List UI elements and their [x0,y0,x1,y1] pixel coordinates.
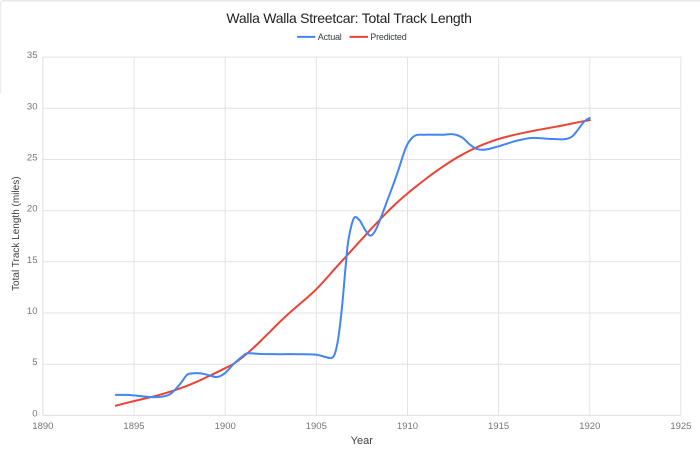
svg-text:35: 35 [27,50,38,61]
svg-text:Predicted: Predicted [370,32,406,42]
svg-text:Walla Walla Streetcar: Total T: Walla Walla Streetcar: Total Track Lengt… [226,10,471,26]
svg-text:Actual: Actual [318,32,342,42]
svg-text:1925: 1925 [670,421,691,432]
svg-text:30: 30 [27,101,38,112]
svg-text:0: 0 [32,408,37,419]
svg-text:1915: 1915 [488,421,509,432]
svg-text:1890: 1890 [32,421,53,432]
svg-text:25: 25 [27,153,38,164]
svg-text:1900: 1900 [215,421,236,432]
svg-text:1910: 1910 [397,421,418,432]
svg-text:Total Track Length (miles): Total Track Length (miles) [11,176,22,291]
svg-text:10: 10 [27,306,38,317]
svg-text:1895: 1895 [123,421,144,432]
svg-text:1920: 1920 [579,421,600,432]
svg-text:5: 5 [32,357,37,368]
svg-text:1905: 1905 [306,421,327,432]
svg-text:15: 15 [27,255,38,266]
svg-text:Year: Year [351,435,374,447]
svg-text:20: 20 [27,204,38,215]
